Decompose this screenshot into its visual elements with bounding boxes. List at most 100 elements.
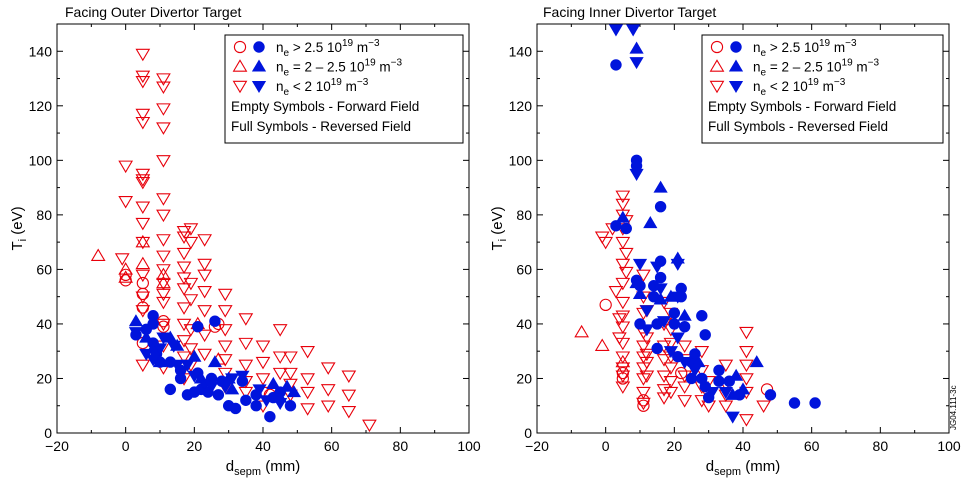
data-point-triangle-down-empty [615, 296, 631, 310]
data-point-triangle-down-empty [114, 253, 130, 266]
x-tick-label: 60 [324, 438, 340, 454]
y-tick-label: 20 [516, 370, 532, 386]
series-triangle-up-filled [615, 41, 764, 400]
data-point-triangle-up-empty [615, 354, 631, 368]
data-point-triangle-down-empty [615, 351, 631, 364]
legend-entry-3: ne < 2 1019 m−3 [709, 77, 846, 98]
y-tick-label: 100 [29, 152, 53, 168]
data-point-triangle-down-filled [650, 261, 665, 274]
data-point-triangle-down-empty [197, 329, 212, 343]
data-point-triangle-down-empty [156, 209, 171, 223]
data-point-triangle-down-empty [615, 236, 631, 250]
data-point-circle-filled [229, 402, 242, 415]
legend-entry-2: ne = 2 – 2.5 1019 m−3 [709, 58, 879, 79]
data-point-circle-filled [264, 410, 276, 423]
data-point-triangle-down-empty [663, 362, 679, 375]
series-triangle-down-filled [608, 24, 740, 424]
data-point-triangle-down-empty [176, 247, 192, 261]
data-point-triangle-down-empty [217, 305, 233, 318]
data-point-triangle-down-empty [341, 389, 357, 403]
legend-marker-triangle-up-filled [728, 59, 744, 72]
data-point-triangle-down-empty [176, 261, 192, 274]
data-point-triangle-down-empty [615, 381, 631, 394]
legend-box [701, 34, 944, 144]
y-axis-label: Ti (eV) [489, 206, 509, 250]
data-point-circle-filled [164, 383, 177, 396]
data-point-triangle-up-filled [629, 276, 644, 289]
y-tick-label: 120 [29, 98, 53, 114]
data-point-triangle-down-empty [156, 73, 171, 86]
data-point-triangle-up-filled [128, 314, 144, 327]
data-point-triangle-down-empty [739, 326, 754, 340]
data-point-triangle-down-empty [238, 337, 254, 351]
data-point-triangle-down-empty [135, 174, 151, 187]
data-point-triangle-down-empty [197, 258, 212, 272]
legend-entry-3: ne < 2 1019 m−3 [232, 77, 369, 98]
y-tick-label: 120 [509, 98, 533, 114]
x-tick-label: −20 [525, 438, 549, 454]
data-point-triangle-down-empty [255, 356, 271, 370]
data-point-triangle-down-empty [135, 359, 151, 373]
legend: ne > 2.5 1019 m−3ne = 2 – 2.5 1019 m−3ne… [224, 34, 464, 144]
series-triangle-up-empty [574, 324, 631, 368]
data-points [90, 48, 377, 433]
legend-marker-triangle-up-empty [709, 59, 725, 72]
y-tick-label: 140 [29, 43, 53, 59]
legend-note: Full Symbols - Reversed Field [708, 119, 888, 134]
legend-label: ne < 2 1019 m−3 [753, 77, 846, 98]
y-tick-label: 60 [516, 261, 532, 277]
data-point-triangle-down-filled [725, 411, 740, 424]
data-point-triangle-down-empty [135, 305, 151, 318]
data-point-triangle-up-filled [632, 286, 648, 299]
data-point-triangle-down-empty [238, 313, 254, 326]
legend-label: ne = 2 – 2.5 1019 m−3 [276, 58, 402, 79]
data-point-triangle-down-empty [718, 400, 734, 414]
data-point-triangle-up-filled [207, 355, 223, 368]
data-point-triangle-down-empty [300, 345, 315, 359]
data-point-circle-empty [119, 268, 132, 282]
data-point-circle-filled [651, 342, 663, 355]
data-point-triangle-down-filled [128, 327, 144, 340]
data-point-triangle-down-empty [615, 258, 631, 272]
data-point-circle-filled [713, 375, 725, 387]
x-tick-label: 0 [602, 438, 610, 454]
series-triangle-down-filled [128, 327, 288, 410]
data-point-triangle-down-empty [615, 337, 631, 351]
data-point-triangle-down-empty [176, 283, 192, 296]
x-tick-label: −20 [45, 438, 69, 454]
y-tick-label: 100 [509, 152, 533, 168]
data-point-triangle-down-empty [300, 373, 315, 386]
data-point-circle-empty [637, 399, 650, 412]
data-point-triangle-down-empty [135, 291, 151, 304]
data-point-triangle-down-filled [656, 316, 672, 329]
data-point-circle-filled [174, 372, 187, 385]
data-point-triangle-down-empty [639, 356, 655, 370]
data-point-triangle-down-empty [677, 381, 692, 394]
data-point-triangle-down-filled [670, 258, 685, 271]
data-point-triangle-down-empty [320, 400, 336, 414]
data-point-triangle-down-empty [656, 384, 672, 397]
x-tick-label: 80 [393, 438, 409, 454]
data-point-triangle-down-empty [718, 359, 734, 373]
data-point-triangle-up-empty [156, 267, 171, 281]
data-point-triangle-down-empty [272, 324, 288, 337]
data-point-triangle-down-empty [341, 405, 357, 419]
data-point-circle-filled [764, 389, 777, 401]
data-point-triangle-down-empty [255, 373, 271, 386]
data-point-triangle-up-empty [118, 270, 134, 283]
data-point-triangle-up-filled [643, 216, 658, 229]
data-point-triangle-up-empty [135, 256, 151, 270]
data-point-triangle-down-empty [156, 81, 171, 94]
data-point-triangle-down-filled [639, 305, 654, 318]
data-point-triangle-down-empty [656, 354, 672, 367]
data-point-triangle-down-empty [135, 217, 151, 231]
data-point-triangle-up-empty [574, 324, 589, 338]
data-point-triangle-down-empty [636, 373, 651, 386]
data-point-triangle-up-filled [615, 210, 630, 223]
data-point-triangle-down-empty [663, 386, 679, 400]
data-point-triangle-down-empty [739, 414, 754, 427]
data-point-triangle-down-filled [632, 258, 648, 271]
data-point-triangle-down-empty [639, 370, 655, 384]
data-point-triangle-down-empty [183, 236, 199, 250]
